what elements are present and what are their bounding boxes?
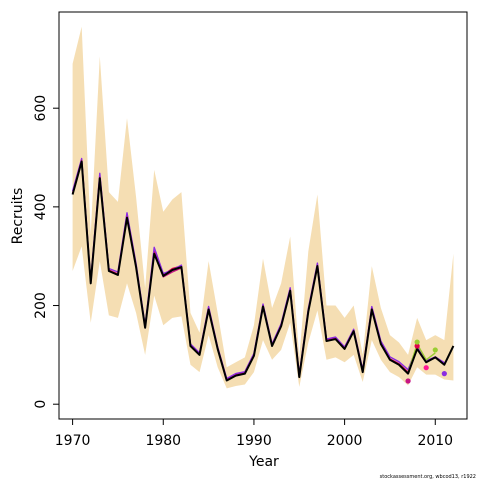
y-tick-label: 600 — [33, 95, 49, 122]
series-line-5 — [407, 343, 436, 373]
endpoint-marker-3 — [414, 339, 420, 345]
endpoint-marker-1 — [405, 378, 411, 384]
x-tick-label: 1970 — [55, 433, 91, 449]
y-tick-label: 400 — [33, 194, 49, 221]
endpoint-marker-4 — [423, 365, 429, 371]
confidence-band — [72, 26, 454, 389]
series-lines — [71, 157, 455, 382]
x-tick-label: 1990 — [236, 433, 272, 449]
confidence-band-area — [72, 26, 454, 389]
y-tick-label: 200 — [33, 292, 49, 319]
endpoint-marker-2 — [414, 343, 420, 349]
endpoint-markers — [405, 339, 447, 384]
y-tick-label: 0 — [33, 400, 49, 409]
x-tick-label: 1980 — [145, 433, 181, 449]
x-axis: 1970 1980 1990 2000 2010 — [55, 419, 453, 449]
endpoint-marker-5 — [432, 347, 438, 353]
x-tick-label: 2010 — [417, 433, 453, 449]
y-axis-title: Recruits — [10, 188, 26, 245]
credit-text: stockassessment.org, wbcod13, r1922 — [380, 474, 476, 480]
y-axis: 0 200 400 600 — [33, 95, 59, 409]
plot-frame — [58, 11, 468, 420]
endpoint-marker-6 — [441, 371, 447, 377]
series-line-1 — [71, 160, 455, 382]
x-tick-label: 2000 — [327, 433, 363, 449]
x-axis-title: Year — [248, 454, 279, 470]
